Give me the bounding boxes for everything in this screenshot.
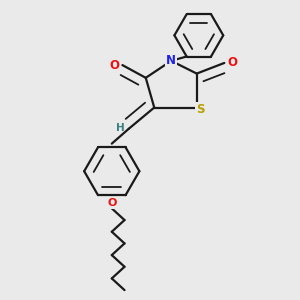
Text: S: S [196,103,204,116]
Text: O: O [109,58,119,72]
Text: O: O [227,56,238,70]
Text: N: N [166,54,176,67]
Text: H: H [116,123,125,133]
Text: O: O [107,199,116,208]
